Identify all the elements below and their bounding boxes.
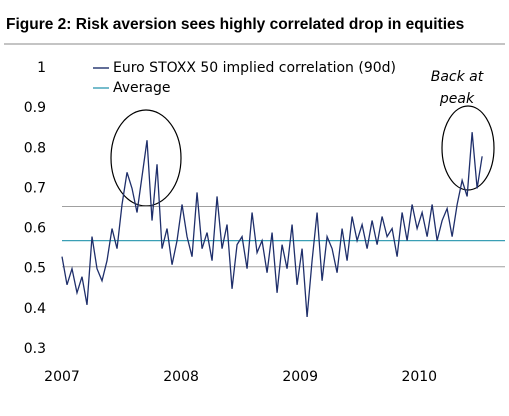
x-tick-label: 2007 bbox=[44, 369, 80, 385]
highlight-circle bbox=[110, 109, 182, 207]
legend-label: Average bbox=[113, 80, 171, 96]
chart-title: Figure 2: Risk aversion sees highly corr… bbox=[6, 16, 465, 33]
y-tick-label: 0.9 bbox=[24, 100, 46, 116]
series-line bbox=[61, 132, 483, 317]
legend-label: Euro STOXX 50 implied correlation (90d) bbox=[113, 60, 396, 76]
y-tick-label: 0.3 bbox=[24, 341, 46, 357]
y-tick-label: 0.6 bbox=[24, 221, 46, 237]
x-tick-label: 2009 bbox=[282, 369, 318, 385]
annotation: Back at peak bbox=[430, 69, 484, 107]
y-tick-label: 0.7 bbox=[24, 180, 46, 196]
y-tick-label: 0.5 bbox=[24, 261, 46, 277]
x-tick-label: 2010 bbox=[401, 369, 437, 385]
x-tick-label: 2008 bbox=[163, 369, 199, 385]
y-tick-label: 0.8 bbox=[24, 140, 46, 156]
y-tick-label: 1 bbox=[37, 60, 46, 76]
y-tick-label: 0.4 bbox=[24, 301, 46, 317]
